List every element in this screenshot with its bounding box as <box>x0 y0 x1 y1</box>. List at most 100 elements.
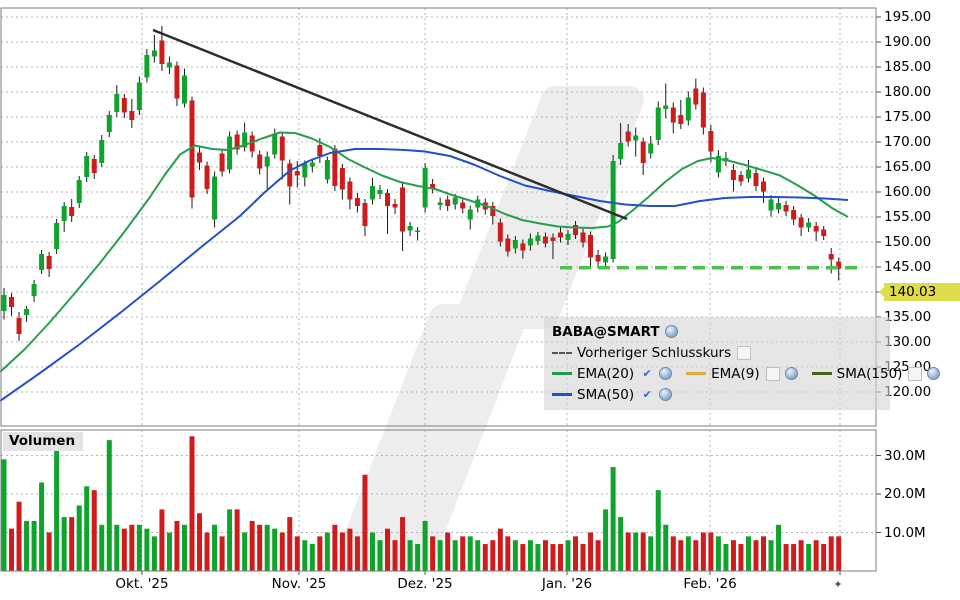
legend-checkbox[interactable] <box>765 366 780 381</box>
volume-bar[interactable] <box>452 540 458 571</box>
candle[interactable] <box>595 250 601 268</box>
trendline[interactable] <box>152 28 628 221</box>
candle[interactable] <box>670 102 676 134</box>
volume-bar[interactable] <box>625 532 631 572</box>
volume-bar[interactable] <box>542 540 548 571</box>
volume-bar[interactable] <box>445 532 451 572</box>
volume-bar[interactable] <box>828 536 834 571</box>
volume-bar[interactable] <box>730 540 736 571</box>
volume-bar[interactable] <box>422 520 428 571</box>
candle[interactable] <box>264 151 270 189</box>
volume-bar[interactable] <box>753 540 759 571</box>
candle[interactable] <box>542 232 548 248</box>
volume-bar[interactable] <box>685 536 691 571</box>
candle[interactable] <box>625 124 631 147</box>
candle[interactable] <box>715 150 721 178</box>
volume-bar[interactable] <box>715 536 721 571</box>
volume-bar[interactable] <box>783 544 789 571</box>
candle[interactable] <box>354 193 360 213</box>
volume-bar[interactable] <box>836 536 842 571</box>
volume-bar[interactable] <box>693 540 699 571</box>
volume-bar[interactable] <box>242 532 248 572</box>
volume-bar[interactable] <box>197 513 203 571</box>
volume-bar[interactable] <box>490 540 496 571</box>
candle[interactable] <box>806 218 812 232</box>
candle[interactable] <box>16 312 22 341</box>
volume-bar[interactable] <box>475 540 481 571</box>
volume-bar[interactable] <box>99 524 105 571</box>
candle[interactable] <box>197 147 203 171</box>
volume-bar[interactable] <box>347 528 353 571</box>
candle[interactable] <box>708 125 714 163</box>
candle[interactable] <box>54 219 60 254</box>
candle[interactable] <box>242 122 248 152</box>
series-end-marker-icon[interactable]: ✦ <box>833 578 843 591</box>
legend-checkbox[interactable] <box>737 345 752 360</box>
candle[interactable] <box>550 233 556 260</box>
volume-bar[interactable] <box>580 544 586 571</box>
candle[interactable] <box>204 161 210 195</box>
volume-bar[interactable] <box>212 524 218 571</box>
candle[interactable] <box>189 96 195 209</box>
candle[interactable] <box>151 35 157 63</box>
candle[interactable] <box>535 232 541 245</box>
candle[interactable] <box>565 230 571 245</box>
candle[interactable] <box>648 136 654 159</box>
candle[interactable] <box>460 198 466 214</box>
volume-bar[interactable] <box>745 536 751 571</box>
candle[interactable] <box>618 123 624 165</box>
candle[interactable] <box>783 201 789 216</box>
candle[interactable] <box>61 202 67 232</box>
volume-bar[interactable] <box>159 509 165 571</box>
candle[interactable] <box>166 56 172 75</box>
candle[interactable] <box>339 164 345 200</box>
volume-bar[interactable] <box>317 536 323 571</box>
volume-bar[interactable] <box>249 520 255 571</box>
volume-bar[interactable] <box>9 528 15 571</box>
volume-bar[interactable] <box>91 490 97 571</box>
candle[interactable] <box>640 137 646 176</box>
volume-bar[interactable] <box>821 544 827 571</box>
candle[interactable] <box>430 179 436 194</box>
volume-bar[interactable] <box>588 532 594 572</box>
volume-bar[interactable] <box>219 536 225 571</box>
candle[interactable] <box>512 236 518 254</box>
candle[interactable] <box>490 202 496 225</box>
volume-bar[interactable] <box>400 517 406 571</box>
candle[interactable] <box>603 252 609 268</box>
volume-bar[interactable] <box>144 528 150 571</box>
volume-bar[interactable] <box>24 520 30 571</box>
volume-bar[interactable] <box>648 536 654 571</box>
candle[interactable] <box>415 227 421 241</box>
volume-bar[interactable] <box>798 540 804 571</box>
volume-bar[interactable] <box>369 532 375 572</box>
volume-bar[interactable] <box>655 490 661 571</box>
volume-bar[interactable] <box>174 520 180 571</box>
candle[interactable] <box>324 156 330 184</box>
candle[interactable] <box>69 199 75 222</box>
volume-bar[interactable] <box>550 544 556 571</box>
candle[interactable] <box>385 189 391 234</box>
volume-bar[interactable] <box>678 540 684 571</box>
candle[interactable] <box>377 185 383 199</box>
volume-bar[interactable] <box>114 524 120 571</box>
candle[interactable] <box>445 195 451 212</box>
volume-bar[interactable] <box>482 544 488 571</box>
candle[interactable] <box>663 83 669 119</box>
candle[interactable] <box>700 87 706 135</box>
volume-bar[interactable] <box>437 540 443 571</box>
volume-bar[interactable] <box>791 544 797 571</box>
volume-bar[interactable] <box>768 540 774 571</box>
candle[interactable] <box>437 197 443 211</box>
volume-bar[interactable] <box>813 540 819 571</box>
volume-bar[interactable] <box>385 528 391 571</box>
candle[interactable] <box>745 160 751 183</box>
candle[interactable] <box>31 280 37 302</box>
volume-bar[interactable] <box>227 509 233 571</box>
volume-bar[interactable] <box>633 532 639 572</box>
candle[interactable] <box>212 171 218 228</box>
candle[interactable] <box>84 152 90 182</box>
volume-bar[interactable] <box>309 544 315 571</box>
candle[interactable] <box>580 228 586 248</box>
